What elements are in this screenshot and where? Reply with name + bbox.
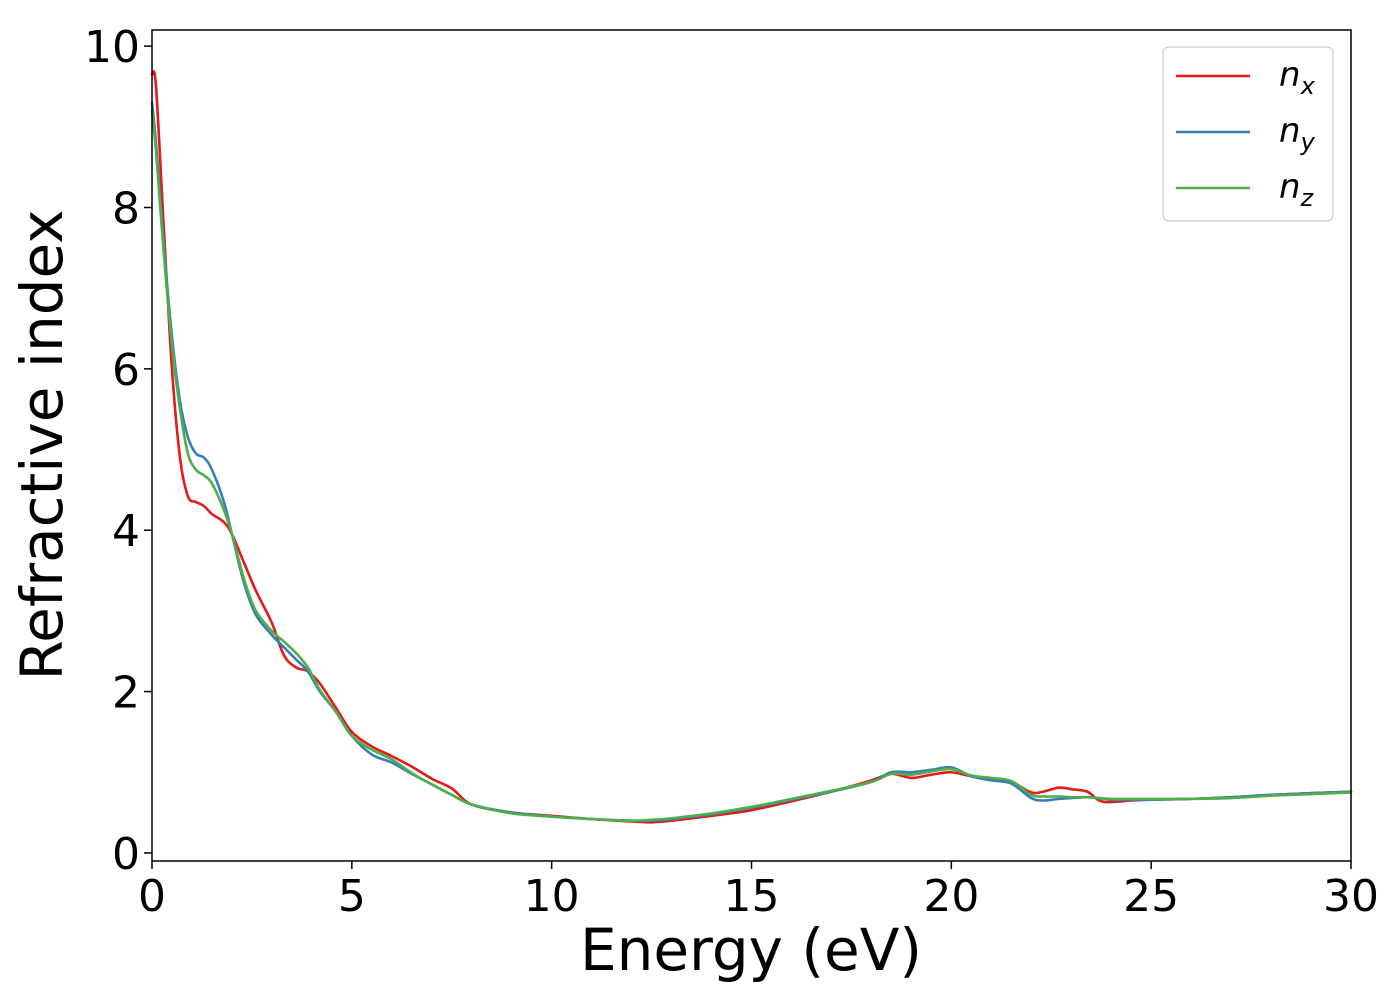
legend-label-nz: nz xyxy=(1279,167,1315,212)
x-tick-label: 10 xyxy=(524,871,580,922)
y-tick-label: 6 xyxy=(112,345,140,396)
legend-label-ny: ny xyxy=(1279,111,1316,156)
y-tick-label: 0 xyxy=(112,829,140,880)
legend-box xyxy=(1162,46,1334,222)
x-tick-label: 0 xyxy=(138,871,166,922)
x-tick-label: 25 xyxy=(1123,871,1179,922)
legend-label-nx: nx xyxy=(1279,55,1316,100)
y-tick-label: 8 xyxy=(112,183,140,234)
y-axis-title: Refractive index xyxy=(8,209,76,680)
series-layer xyxy=(150,70,1353,824)
y-tick-label: 10 xyxy=(84,22,140,73)
x-axis-title: Energy (eV) xyxy=(580,916,922,984)
y-tick-label: 2 xyxy=(112,668,140,719)
tick-layer: 0 5 10 15 20 25 30 0 2 4 6 8 10 xyxy=(84,22,1379,922)
x-tick-label: 5 xyxy=(338,871,366,922)
x-tick-label: 30 xyxy=(1323,871,1379,922)
y-tick-label: 4 xyxy=(112,506,140,557)
x-tick-label: 15 xyxy=(724,871,780,922)
x-tick-label: 20 xyxy=(923,871,979,922)
plot-background xyxy=(152,30,1351,861)
legend: nx ny nz xyxy=(1162,46,1334,222)
series-line-nz xyxy=(150,109,1353,822)
